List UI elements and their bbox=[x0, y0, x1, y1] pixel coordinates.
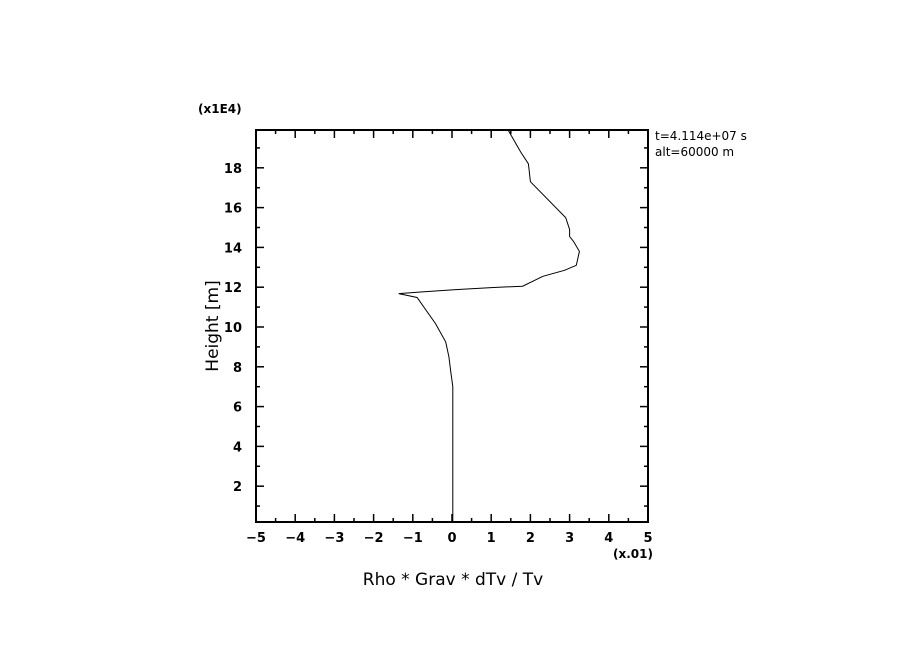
x-tick-label: −2 bbox=[364, 531, 384, 546]
y-tick-label: 8 bbox=[233, 361, 242, 376]
y-tick-label: 4 bbox=[233, 440, 242, 455]
y-tick-label: 14 bbox=[224, 241, 242, 256]
annotation-time: t=4.114e+07 s bbox=[655, 129, 747, 143]
x-tick-label: 0 bbox=[447, 531, 456, 546]
y-tick-label: 12 bbox=[224, 281, 242, 296]
x-tick-label: −3 bbox=[324, 531, 344, 546]
x-tick-label: −5 bbox=[246, 531, 266, 546]
x-axis-label: Rho * Grav * dTv / Tv bbox=[363, 570, 543, 590]
y-tick-label: 2 bbox=[233, 480, 242, 495]
x-tick-label: 3 bbox=[565, 531, 574, 546]
y-multiplier: (x1E4) bbox=[198, 102, 242, 116]
x-tick-label: 1 bbox=[487, 531, 496, 546]
series-line bbox=[398, 129, 580, 522]
x-tick-label: 5 bbox=[643, 531, 652, 546]
x-multiplier: (x.01) bbox=[613, 547, 653, 561]
x-tick-label: −4 bbox=[285, 531, 305, 546]
y-tick-label: 6 bbox=[233, 401, 242, 416]
y-tick-label: 16 bbox=[224, 202, 242, 217]
x-tick-label: 4 bbox=[604, 531, 613, 546]
x-tick-label: 2 bbox=[526, 531, 535, 546]
y-axis-label: Height [m] bbox=[203, 280, 223, 371]
x-tick-label: −1 bbox=[403, 531, 423, 546]
y-tick-label: 10 bbox=[224, 321, 242, 336]
plot-frame bbox=[255, 129, 649, 523]
annotation-alt: alt=60000 m bbox=[655, 145, 734, 159]
y-tick-label: 18 bbox=[224, 162, 242, 177]
